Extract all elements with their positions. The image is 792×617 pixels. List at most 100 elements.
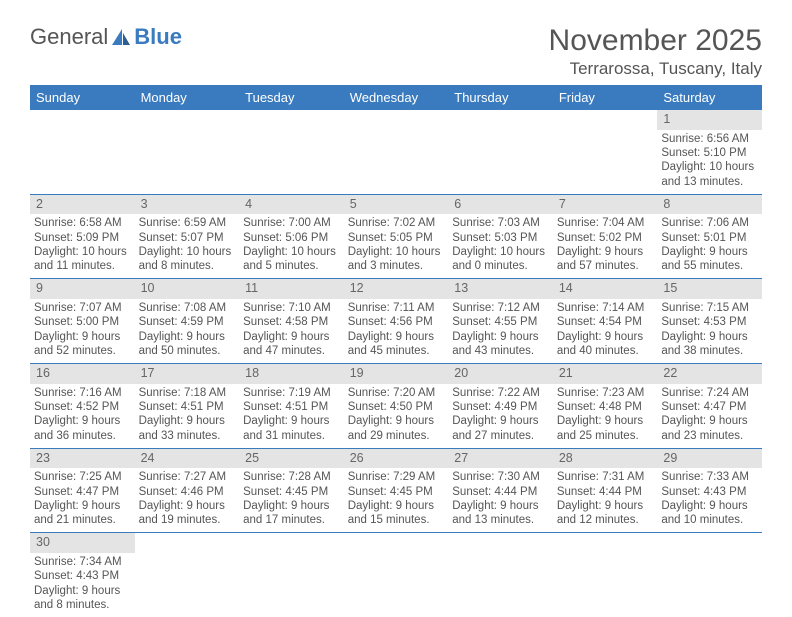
logo: General Blue	[30, 24, 182, 50]
day-number: 5	[344, 194, 449, 214]
day-number	[135, 533, 240, 553]
day-number	[239, 533, 344, 553]
day-number: 9	[30, 279, 135, 299]
day-cell: Sunrise: 7:28 AMSunset: 4:45 PMDaylight:…	[239, 468, 344, 533]
sunset-text: Sunset: 5:09 PM	[34, 231, 131, 245]
day-cell	[135, 553, 240, 617]
sunrise-text: Sunrise: 7:31 AM	[557, 470, 654, 484]
sunrise-text: Sunrise: 7:10 AM	[243, 301, 340, 315]
day-number	[448, 110, 553, 130]
sunrise-text: Sunrise: 7:02 AM	[348, 216, 445, 230]
daylight-text: Daylight: 9 hours and 36 minutes.	[34, 414, 131, 443]
daylight-text: Daylight: 9 hours and 45 minutes.	[348, 330, 445, 359]
day-cell: Sunrise: 7:31 AMSunset: 4:44 PMDaylight:…	[553, 468, 658, 533]
day-cell: Sunrise: 7:03 AMSunset: 5:03 PMDaylight:…	[448, 214, 553, 279]
sunset-text: Sunset: 4:59 PM	[139, 315, 236, 329]
daylight-text: Daylight: 10 hours and 13 minutes.	[661, 160, 758, 189]
sunset-text: Sunset: 4:51 PM	[243, 400, 340, 414]
day-cell: Sunrise: 7:07 AMSunset: 5:00 PMDaylight:…	[30, 299, 135, 364]
sunset-text: Sunset: 4:47 PM	[34, 485, 131, 499]
daylight-text: Daylight: 10 hours and 0 minutes.	[452, 245, 549, 274]
day-cell: Sunrise: 7:29 AMSunset: 4:45 PMDaylight:…	[344, 468, 449, 533]
day-number-row: 23242526272829	[30, 448, 762, 468]
day-cell: Sunrise: 7:04 AMSunset: 5:02 PMDaylight:…	[553, 214, 658, 279]
day-content-row: Sunrise: 7:25 AMSunset: 4:47 PMDaylight:…	[30, 468, 762, 533]
daylight-text: Daylight: 10 hours and 8 minutes.	[139, 245, 236, 274]
day-number-row: 9101112131415	[30, 279, 762, 299]
daylight-text: Daylight: 9 hours and 12 minutes.	[557, 499, 654, 528]
sunrise-text: Sunrise: 7:22 AM	[452, 386, 549, 400]
sunrise-text: Sunrise: 7:15 AM	[661, 301, 758, 315]
day-number: 17	[135, 363, 240, 383]
day-cell: Sunrise: 7:00 AMSunset: 5:06 PMDaylight:…	[239, 214, 344, 279]
month-title: November 2025	[549, 24, 762, 57]
day-number	[553, 533, 658, 553]
sunrise-text: Sunrise: 7:07 AM	[34, 301, 131, 315]
daylight-text: Daylight: 9 hours and 50 minutes.	[139, 330, 236, 359]
sunrise-text: Sunrise: 7:16 AM	[34, 386, 131, 400]
sunset-text: Sunset: 5:05 PM	[348, 231, 445, 245]
daylight-text: Daylight: 9 hours and 23 minutes.	[661, 414, 758, 443]
day-content-row: Sunrise: 7:16 AMSunset: 4:52 PMDaylight:…	[30, 384, 762, 449]
day-number: 29	[657, 448, 762, 468]
daylight-text: Daylight: 9 hours and 55 minutes.	[661, 245, 758, 274]
sunrise-text: Sunrise: 7:19 AM	[243, 386, 340, 400]
calendar-table: Sunday Monday Tuesday Wednesday Thursday…	[30, 85, 762, 617]
sunrise-text: Sunrise: 7:29 AM	[348, 470, 445, 484]
day-cell: Sunrise: 7:06 AMSunset: 5:01 PMDaylight:…	[657, 214, 762, 279]
sunrise-text: Sunrise: 6:59 AM	[139, 216, 236, 230]
sunrise-text: Sunrise: 6:56 AM	[661, 132, 758, 146]
day-number: 18	[239, 363, 344, 383]
location: Terrarossa, Tuscany, Italy	[549, 59, 762, 79]
sunset-text: Sunset: 4:45 PM	[348, 485, 445, 499]
sunset-text: Sunset: 4:53 PM	[661, 315, 758, 329]
daylight-text: Daylight: 9 hours and 21 minutes.	[34, 499, 131, 528]
day-content-row: Sunrise: 7:07 AMSunset: 5:00 PMDaylight:…	[30, 299, 762, 364]
sunset-text: Sunset: 4:52 PM	[34, 400, 131, 414]
sunrise-text: Sunrise: 7:11 AM	[348, 301, 445, 315]
daylight-text: Daylight: 9 hours and 10 minutes.	[661, 499, 758, 528]
day-number: 26	[344, 448, 449, 468]
day-number: 1	[657, 110, 762, 130]
daylight-text: Daylight: 10 hours and 3 minutes.	[348, 245, 445, 274]
day-cell: Sunrise: 7:25 AMSunset: 4:47 PMDaylight:…	[30, 468, 135, 533]
daylight-text: Daylight: 9 hours and 43 minutes.	[452, 330, 549, 359]
sunrise-text: Sunrise: 7:33 AM	[661, 470, 758, 484]
day-number	[553, 110, 658, 130]
day-cell: Sunrise: 7:02 AMSunset: 5:05 PMDaylight:…	[344, 214, 449, 279]
day-cell: Sunrise: 7:08 AMSunset: 4:59 PMDaylight:…	[135, 299, 240, 364]
day-number	[657, 533, 762, 553]
sunrise-text: Sunrise: 7:18 AM	[139, 386, 236, 400]
weekday-header: Monday	[135, 85, 240, 110]
sunset-text: Sunset: 4:45 PM	[243, 485, 340, 499]
day-number: 8	[657, 194, 762, 214]
day-content-row: Sunrise: 6:58 AMSunset: 5:09 PMDaylight:…	[30, 214, 762, 279]
day-cell: Sunrise: 7:24 AMSunset: 4:47 PMDaylight:…	[657, 384, 762, 449]
sunset-text: Sunset: 5:07 PM	[139, 231, 236, 245]
sunset-text: Sunset: 4:54 PM	[557, 315, 654, 329]
weekday-header-row: Sunday Monday Tuesday Wednesday Thursday…	[30, 85, 762, 110]
sunset-text: Sunset: 4:56 PM	[348, 315, 445, 329]
day-number-row: 30	[30, 533, 762, 553]
day-cell	[135, 130, 240, 195]
day-number: 16	[30, 363, 135, 383]
daylight-text: Daylight: 9 hours and 31 minutes.	[243, 414, 340, 443]
day-number-row: 2345678	[30, 194, 762, 214]
day-content-row: Sunrise: 7:34 AMSunset: 4:43 PMDaylight:…	[30, 553, 762, 617]
day-cell	[657, 553, 762, 617]
day-number-row: 16171819202122	[30, 363, 762, 383]
day-number: 2	[30, 194, 135, 214]
day-cell	[30, 130, 135, 195]
sunrise-text: Sunrise: 7:34 AM	[34, 555, 131, 569]
day-number: 15	[657, 279, 762, 299]
weekday-header: Friday	[553, 85, 658, 110]
day-number: 28	[553, 448, 658, 468]
day-number: 10	[135, 279, 240, 299]
weekday-header: Saturday	[657, 85, 762, 110]
daylight-text: Daylight: 9 hours and 25 minutes.	[557, 414, 654, 443]
day-number: 19	[344, 363, 449, 383]
daylight-text: Daylight: 9 hours and 17 minutes.	[243, 499, 340, 528]
daylight-text: Daylight: 9 hours and 27 minutes.	[452, 414, 549, 443]
day-number: 12	[344, 279, 449, 299]
day-cell: Sunrise: 7:12 AMSunset: 4:55 PMDaylight:…	[448, 299, 553, 364]
